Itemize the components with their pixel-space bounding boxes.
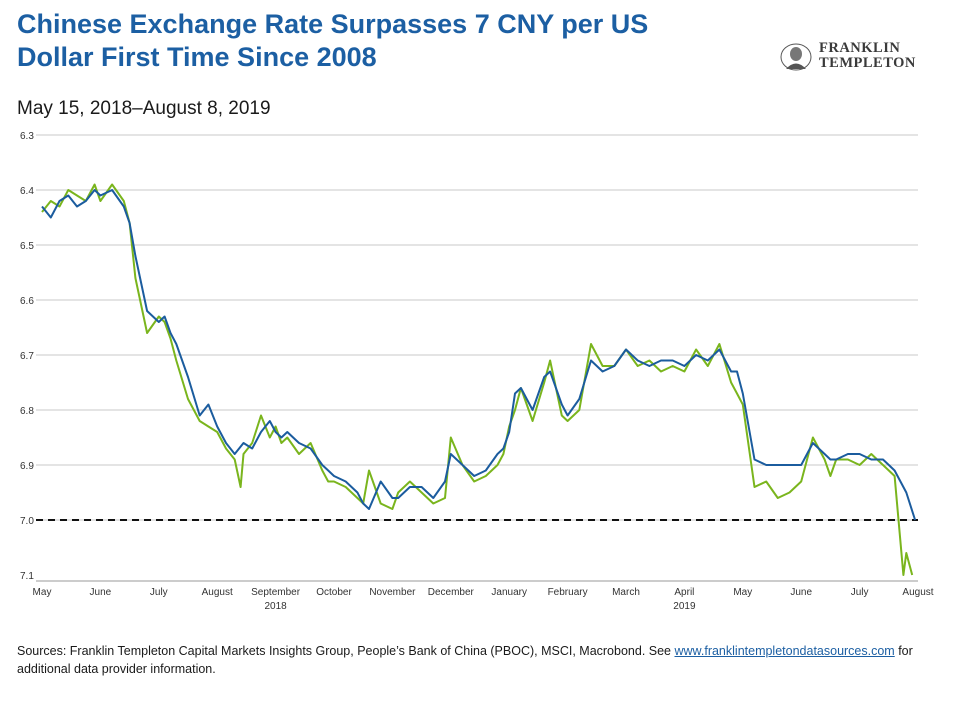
franklin-portrait-icon: [780, 43, 812, 71]
y-tick-label: 6.4: [20, 186, 34, 197]
series-line-blue: [41, 189, 917, 521]
y-tick-label: 6.6: [20, 296, 34, 307]
data-sources-link[interactable]: www.franklintempletondatasources.com: [674, 644, 895, 658]
sources-note: Sources: Franklin Templeton Capital Mark…: [17, 642, 947, 678]
y-tick-label: 6.8: [20, 406, 34, 417]
x-tick-label: September: [251, 587, 301, 598]
franklin-templeton-logo: FRANKLIN TEMPLETON: [779, 40, 929, 74]
date-range-subtitle: May 15, 2018–August 8, 2019: [17, 98, 271, 119]
x-tick-label: June: [790, 587, 812, 598]
x-tick-label: December: [428, 587, 475, 598]
x-tick-label: August: [202, 587, 233, 598]
x-tick-label: November: [369, 587, 416, 598]
page-title: Chinese Exchange Rate Surpasses 7 CNY pe…: [17, 9, 649, 72]
y-tick-label: 7.1: [20, 571, 34, 582]
x-tick-label: August: [902, 587, 933, 598]
x-tick-label: June: [90, 587, 112, 598]
y-tick-label: 7.0: [20, 516, 34, 527]
y-tick-label: 6.3: [20, 131, 34, 142]
x-tick-label: March: [612, 587, 640, 598]
x-tick-label: January: [491, 587, 527, 598]
x-tick-label: July: [150, 587, 168, 598]
y-tick-label: 6.5: [20, 241, 34, 252]
x-axis: May June July August September October Novembe…: [33, 587, 934, 612]
series-lines: [41, 183, 917, 576]
logo-wordmark: FRANKLIN TEMPLETON: [819, 41, 916, 71]
logo-line-1: FRANKLIN: [819, 40, 901, 56]
x-tick-label: May: [33, 587, 52, 598]
x-tick-label: July: [851, 587, 869, 598]
y-tick-label: 6.7: [20, 351, 34, 362]
exchange-rate-chart: 6.3 6.4 6.5 6.6 6.7 6.8 6.9 7.0 7.1 May June July A…: [20, 131, 934, 612]
x-year-label: 2019: [673, 601, 696, 612]
sources-text: Sources: Franklin Templeton Capital Mark…: [17, 644, 675, 658]
y-axis: 6.3 6.4 6.5 6.6 6.7 6.8 6.9 7.0 7.1: [20, 131, 34, 582]
logo-line-2: TEMPLETON: [819, 55, 916, 71]
series-line-green: [41, 183, 914, 576]
y-tick-label: 6.9: [20, 461, 34, 472]
x-tick-label: April: [674, 587, 694, 598]
x-tick-label: February: [548, 587, 588, 598]
x-tick-label: October: [316, 587, 352, 598]
sources-tail: for additional data provider information…: [17, 644, 913, 676]
x-tick-label: May: [733, 587, 752, 598]
x-year-label: 2018: [264, 601, 287, 612]
